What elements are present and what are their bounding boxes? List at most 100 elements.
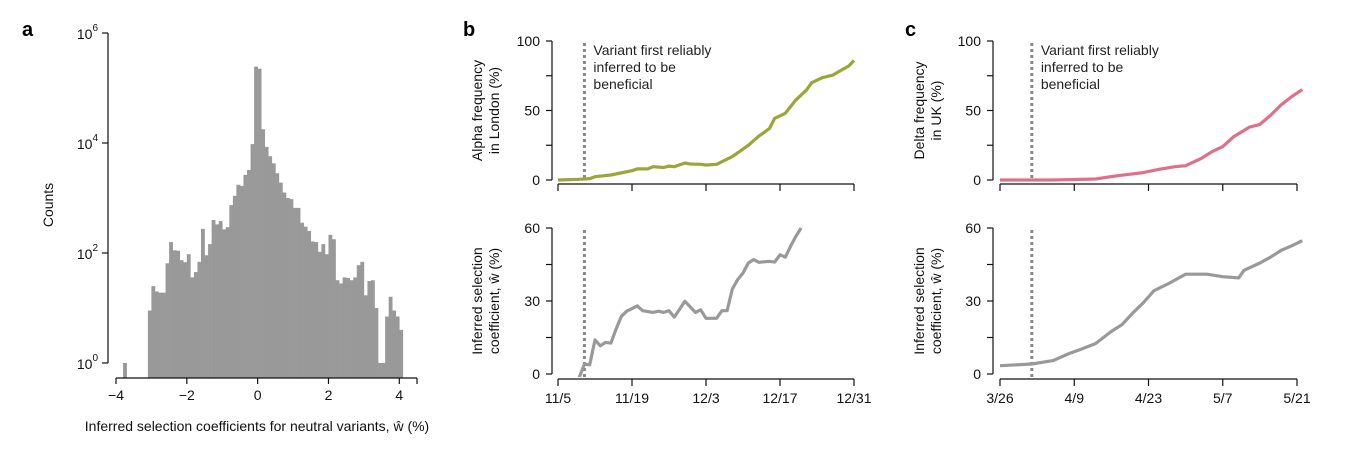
series-line [557,59,856,182]
histogram-bar [332,239,336,378]
series-line [577,227,803,377]
y-tick-label: 0 [532,172,540,188]
y-tick-label: 60 [965,220,981,236]
histogram-bar [310,241,315,378]
histogram-bar [243,174,248,378]
y-axis-label-line: coefficient, ŵ (%) [486,248,502,354]
y-axis-label-line: in UK (%) [928,81,944,141]
y-tick-label: 50 [965,103,981,119]
histogram-bar [190,277,195,378]
histogram-bar [257,68,262,379]
histogram-bar [186,254,191,378]
x-tick-label: −2 [179,387,195,403]
x-tick-label: 3/26 [986,390,1013,406]
series-line [999,239,1303,368]
y-tick-label: 0 [973,366,981,382]
histogram-bar [370,280,375,378]
y-tick-label: 50 [524,103,540,119]
histogram-bar [176,250,181,378]
y-tick-label: 30 [524,293,540,309]
histogram-bar [193,272,198,378]
histogram-bar [261,129,266,378]
y-tick-label: 104 [77,133,99,152]
y-tick-label: 100 [517,33,541,49]
histogram-bar [388,296,393,378]
x-tick-label: 12/3 [692,390,719,406]
histogram-bar [215,224,219,378]
x-tick-label: 5/7 [1213,390,1233,406]
y-axis-label-line: coefficient, ŵ (%) [928,248,944,354]
x-tick-label: −4 [108,387,124,403]
histogram-bar [328,234,333,378]
annotation-line: beneficial [593,76,652,92]
x-tick-label: 12/17 [762,390,797,406]
y-axis-label-line: in London (%) [486,67,502,154]
histogram-bar [197,261,202,378]
histogram-bar [296,207,301,378]
x-tick-label: 4/23 [1135,390,1162,406]
histogram-bar [172,250,177,378]
histogram-bar [151,286,156,378]
annotation-line: beneficial [1041,76,1100,92]
y-axis-label-line: Inferred selection [911,247,927,354]
histogram-bar [218,221,223,378]
annotation-line: Variant first reliably [1041,42,1159,58]
histogram-bar [353,277,358,378]
y-tick-label: 102 [77,243,99,262]
histogram-bar [282,192,287,378]
y-tick-label: 0 [973,172,981,188]
histogram-bar [254,66,258,378]
y-tick-base: 10 [77,136,93,152]
histogram-bar [339,283,343,378]
y-tick-label: 30 [965,293,981,309]
panel-label-a: a [22,19,34,41]
histogram-bar [158,292,163,378]
histogram-bar [342,277,347,378]
histogram-bar [285,198,290,378]
y-tick-base: 10 [77,26,93,42]
histogram-bar [321,244,326,378]
histogram-bar [349,280,354,378]
x-axis-label: Inferred selection coefficients for neut… [85,418,429,434]
histogram-bar [385,316,389,378]
x-tick-label: 11/5 [545,390,571,406]
histogram-bar [307,231,312,378]
y-axis-label-line: Alpha frequency [469,60,485,161]
histogram-bar [324,254,329,378]
annotation-variant-first-reliably-beneficial: Variant first reliably inferred to be bene… [1041,42,1159,92]
histogram-bar [236,184,241,378]
histogram-bar [225,227,230,378]
y-axis-label: Inferred selectioncoefficient, ŵ (%) [469,247,502,354]
histogram-bar [314,242,319,378]
y-tick-exponent: 4 [92,133,98,144]
y-tick-exponent: 0 [92,353,98,364]
histogram-bar [395,316,400,378]
histogram-bar [179,260,184,378]
annotation-line: inferred to be [593,59,676,75]
y-tick-exponent: 2 [92,243,98,254]
histogram-bar [204,255,209,378]
annotation-line: Variant first reliably [593,42,711,58]
histogram-bar [381,363,386,378]
y-axis-label-line: Delta frequency [911,61,927,159]
histogram-bar [346,278,351,378]
y-tick-base: 10 [77,246,93,262]
histogram-bar [293,207,297,378]
histogram-bar [123,363,127,378]
y-tick-exponent: 6 [92,23,98,34]
y-tick-base: 10 [77,356,93,372]
histogram-bar [392,310,397,378]
annotation-variant-first-reliably-beneficial: Variant first reliably inferred to be bene… [593,42,711,92]
histogram-bar [247,169,251,378]
histogram-bar [154,291,159,378]
histogram-bar [303,226,308,378]
x-tick-label: 5/21 [1283,390,1310,406]
histogram-bar [275,173,280,378]
histogram-bar [229,205,234,378]
histogram-bar [356,265,361,378]
x-tick-label: 4/9 [1065,390,1085,406]
y-tick-label: 100 [958,33,982,49]
histogram-bar [335,280,340,378]
